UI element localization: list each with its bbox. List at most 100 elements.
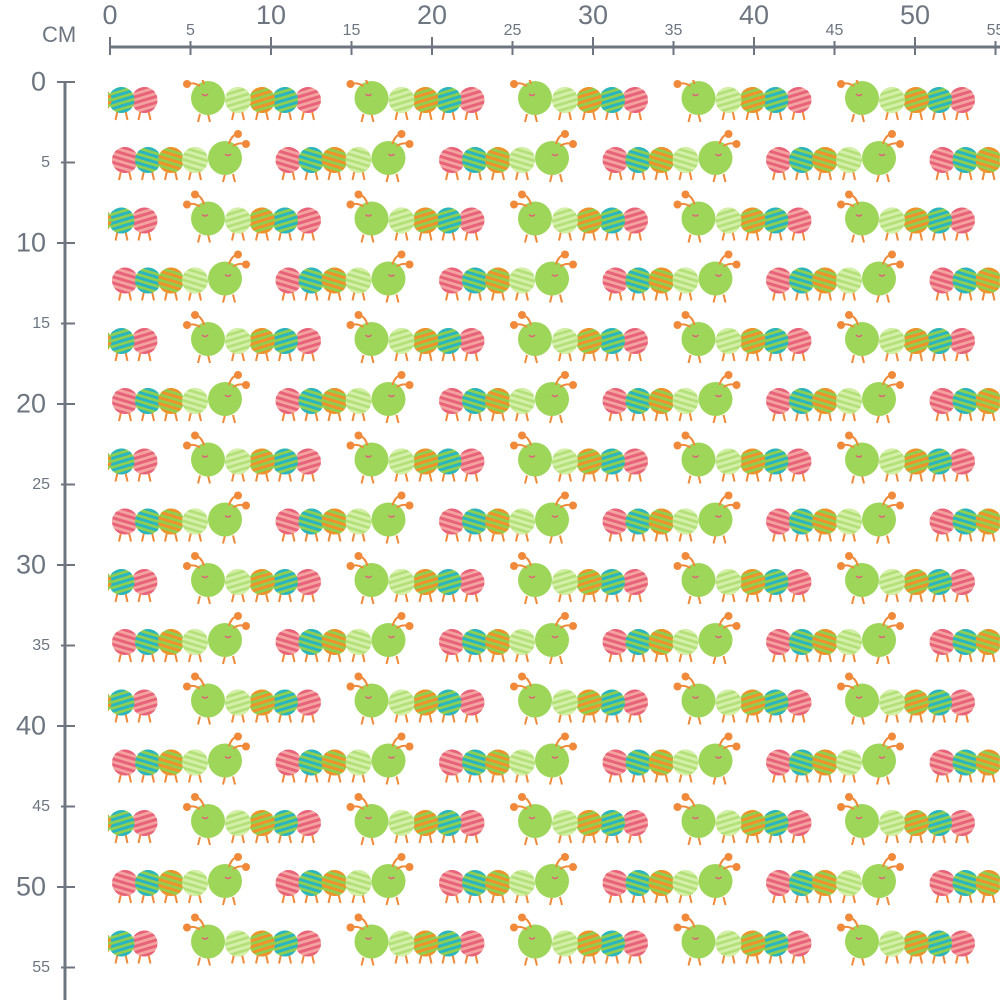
caterpillar-motif — [183, 311, 321, 364]
caterpillar-motif — [346, 431, 485, 484]
caterpillar-motif — [766, 612, 904, 665]
caterpillar-motif — [439, 130, 577, 183]
caterpillar-motif — [673, 913, 812, 966]
caterpillar-motif — [510, 672, 648, 725]
caterpillar-motif — [439, 250, 577, 303]
caterpillar-motif — [929, 388, 1000, 422]
caterpillar-motif — [183, 793, 321, 846]
caterpillar-motif — [673, 672, 812, 725]
caterpillar-motif — [108, 448, 158, 482]
caterpillar-motif — [602, 853, 741, 906]
caterpillar-motif — [183, 672, 321, 725]
caterpillar-motif — [183, 431, 321, 484]
ruler-label: 35 — [664, 22, 683, 39]
caterpillar-motif — [346, 311, 485, 364]
caterpillar-motif — [346, 552, 485, 605]
caterpillar-motif — [673, 190, 812, 243]
caterpillar-motif — [183, 913, 321, 966]
ruler-label: 15 — [32, 314, 50, 332]
caterpillar-motif — [766, 853, 904, 906]
caterpillar-motif — [837, 913, 975, 966]
caterpillar-motif — [510, 431, 648, 484]
ruler-label: 25 — [503, 22, 522, 39]
caterpillar-motif — [108, 569, 158, 603]
caterpillar-motif — [837, 552, 975, 605]
caterpillar-motif — [602, 612, 741, 665]
ruler-label: 55 — [986, 22, 1000, 39]
rulers — [57, 37, 1000, 1000]
caterpillar-motif — [0, 492, 87, 544]
caterpillar-motif — [112, 130, 250, 183]
caterpillar-motif — [108, 328, 158, 362]
caterpillar-motif — [837, 793, 975, 846]
caterpillar-motif — [673, 431, 812, 484]
caterpillar-motif — [929, 629, 1000, 663]
caterpillar-motif — [929, 870, 1000, 904]
ruler-label: 35 — [32, 636, 50, 654]
caterpillar-motif — [510, 793, 648, 846]
caterpillar-motif — [510, 80, 648, 123]
caterpillar-motif — [346, 672, 485, 725]
caterpillar-motif — [510, 552, 648, 605]
caterpillar-motif — [929, 508, 1000, 542]
caterpillar-motif — [837, 672, 975, 725]
caterpillar-motif — [766, 130, 904, 183]
caterpillar-motif — [275, 732, 414, 785]
caterpillar-motif — [346, 190, 485, 243]
caterpillar-motif — [439, 732, 577, 785]
caterpillar-motif — [275, 371, 414, 424]
caterpillar-motif — [439, 612, 577, 665]
caterpillar-motif — [108, 689, 158, 723]
ruler-label: 10 — [15, 227, 46, 258]
caterpillar-motif — [602, 371, 741, 424]
ruler-label: 40 — [738, 0, 770, 30]
caterpillar-motif — [183, 190, 321, 243]
caterpillar-motif — [837, 80, 975, 123]
caterpillar-motif — [346, 793, 485, 846]
ruler-label: 25 — [32, 475, 50, 493]
caterpillar-motif — [112, 250, 250, 303]
caterpillar-motif — [766, 250, 904, 303]
caterpillar-motif — [275, 130, 414, 183]
caterpillar-motif — [108, 930, 158, 964]
caterpillar-motif — [112, 853, 250, 906]
caterpillar-motif — [439, 371, 577, 424]
ruler-label: 40 — [15, 710, 46, 741]
ruler-label: 5 — [41, 153, 50, 171]
caterpillar-motif — [602, 250, 741, 303]
caterpillar-motif — [673, 311, 812, 364]
caterpillar-motif — [275, 491, 414, 544]
caterpillar-motif — [108, 87, 158, 121]
ruler-label: 15 — [342, 22, 361, 39]
caterpillar-motif — [112, 732, 250, 785]
caterpillar-motif — [766, 732, 904, 785]
caterpillar-motif — [837, 431, 975, 484]
caterpillar-motif — [439, 491, 577, 544]
caterpillar-motif — [0, 130, 87, 182]
caterpillar-motif — [346, 913, 485, 966]
caterpillar-motif — [510, 913, 648, 966]
ruler-label: 5 — [186, 22, 195, 39]
ruler-label: 45 — [32, 797, 50, 815]
ruler-label: 0 — [102, 0, 118, 30]
caterpillar-motif — [766, 371, 904, 424]
ruler-label: 0 — [30, 66, 46, 97]
caterpillar-motif — [275, 853, 414, 906]
caterpillar-motif — [673, 80, 812, 123]
caterpillar-motif — [112, 371, 250, 424]
ruler-label: 30 — [577, 0, 609, 30]
caterpillar-motif — [929, 147, 1000, 181]
caterpillar-motif — [837, 190, 975, 243]
unit-label: CM — [42, 22, 77, 47]
ruler-label: 30 — [15, 549, 46, 580]
caterpillar-motif — [0, 612, 87, 664]
ruler-label: 45 — [825, 22, 844, 39]
caterpillar-motif — [0, 733, 87, 785]
caterpillar-motif — [108, 207, 158, 241]
ruler-label: 20 — [15, 388, 46, 419]
caterpillar-motif — [112, 491, 250, 544]
caterpillar-motif — [108, 810, 158, 844]
caterpillar-motif — [766, 491, 904, 544]
caterpillar-motif — [929, 267, 1000, 301]
caterpillar-motif — [275, 250, 414, 303]
